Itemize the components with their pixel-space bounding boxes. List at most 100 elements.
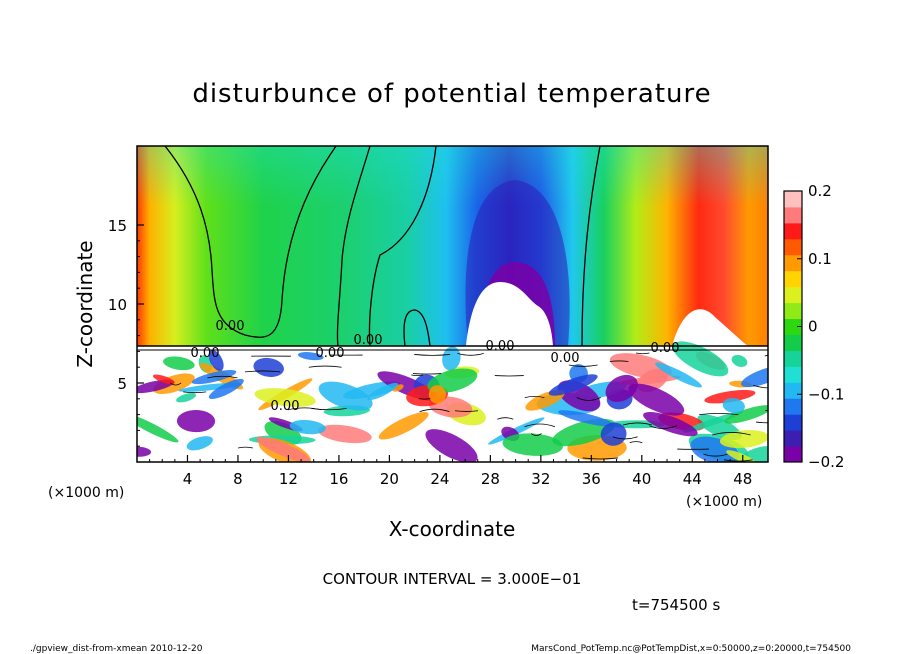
- lower-contour-21: [755, 421, 768, 424]
- zero-contour-5: [581, 146, 601, 347]
- lower-contour-34: [576, 397, 601, 401]
- x-tick-label-20: 20: [380, 470, 399, 488]
- lower-blob-78: [548, 374, 598, 396]
- lower-contour-18: [183, 391, 207, 394]
- lower-blob-66: [208, 378, 244, 400]
- lower-blob-32: [137, 379, 175, 394]
- lower-layer: [137, 341, 768, 462]
- lower-blob-26: [254, 388, 316, 407]
- contour-label-2: 0.00: [354, 333, 383, 348]
- lower-blob-1: [317, 424, 372, 444]
- colorbar-swatch-7: [784, 334, 802, 351]
- lower-blob-47: [726, 450, 756, 462]
- contour-label-1: 0.00: [271, 399, 300, 414]
- lower-contour-38: [457, 353, 484, 356]
- colorbar-swatch-8: [784, 318, 802, 335]
- colorbar-swatch-11: [784, 270, 802, 288]
- lower-contour-30: [609, 360, 629, 362]
- lower-contour-29: [635, 352, 650, 355]
- colorbar-tick-label-3: −0.1: [808, 385, 844, 403]
- lower-contour-26: [711, 432, 751, 436]
- lower-contour-1: [612, 436, 638, 440]
- colorbar-swatch-13: [784, 238, 802, 256]
- lower-blob-44: [719, 430, 768, 449]
- lower-blob-67: [176, 409, 216, 433]
- lower-contour-12: [414, 354, 451, 356]
- lower-contour-22: [169, 382, 182, 386]
- lower-blob-77: [425, 429, 478, 462]
- upper-field-top-tint: [137, 146, 768, 206]
- white-region-right: [672, 309, 748, 346]
- colorbar-swatch-3: [784, 398, 802, 415]
- lower-blob-51: [289, 419, 326, 435]
- x-tick-label-32: 32: [531, 470, 550, 488]
- lower-blob-12: [704, 389, 756, 404]
- lower-blob-14: [176, 393, 196, 403]
- lower-blob-21: [724, 405, 768, 424]
- colorbar-swatch-4: [784, 382, 802, 399]
- x-tick-label-24: 24: [430, 470, 449, 488]
- lower-blob-72: [208, 350, 224, 371]
- x-tick-label-16: 16: [329, 470, 348, 488]
- x-tick-label-48: 48: [733, 470, 752, 488]
- lower-contour-10: [582, 457, 619, 460]
- time-label: t=754500 s: [632, 596, 720, 614]
- lower-blob-69: [558, 410, 614, 427]
- lower-blob-30: [722, 398, 745, 414]
- contour-label-6: 0.00: [191, 346, 220, 361]
- chart-title: disturbunce of potential temperature: [192, 79, 711, 109]
- lower-contour-23: [207, 375, 238, 379]
- y-tick-label-5: 5: [117, 375, 127, 393]
- x-axis-label: X-coordinate: [389, 517, 516, 541]
- lower-blob-38: [378, 411, 429, 440]
- contour-interval: CONTOUR INTERVAL = 3.000E−01: [323, 570, 582, 588]
- x-tick-label-44: 44: [683, 470, 702, 488]
- x-tick-label-12: 12: [279, 470, 298, 488]
- x-tick-label-4: 4: [183, 470, 193, 488]
- lower-blob-73: [605, 374, 638, 402]
- lower-blob-80: [152, 374, 175, 385]
- colorbar: 0.2 0.1 0 −0.1 −0.2: [783, 182, 844, 471]
- lower-contour-7: [649, 425, 677, 429]
- colorbar-tick-label-1: 0.1: [808, 250, 832, 268]
- x-tick-label-40: 40: [632, 470, 651, 488]
- lower-blob-79: [643, 412, 698, 437]
- lower-contour-19: [455, 410, 479, 412]
- colorbar-swatch-0: [784, 446, 802, 463]
- lower-blob-63: [655, 362, 702, 388]
- lower-blob-74: [741, 365, 768, 388]
- lower-blob-54: [137, 413, 179, 443]
- x-unit-left: (×1000 m): [48, 485, 124, 501]
- contour-label-3: 0.00: [486, 339, 515, 354]
- x-tick-label-36: 36: [582, 470, 601, 488]
- lower-contour-33: [238, 446, 253, 449]
- lower-contour-17: [524, 395, 545, 399]
- lower-contour-4: [764, 354, 768, 357]
- y-axis: 5 10 15: [108, 217, 144, 447]
- contour-label-0: 0.00: [216, 319, 245, 334]
- contour-labels: 0.00 0.00 0.00 0.00 0.00 0.00 0.00 0.00: [191, 319, 680, 414]
- lower-blob-71: [163, 356, 195, 371]
- lower-contour-31: [622, 422, 653, 426]
- lower-blob-17: [297, 352, 324, 361]
- lower-contour-16: [629, 441, 643, 444]
- lower-contour-35: [419, 408, 450, 412]
- lower-blob-64: [731, 354, 748, 367]
- colorbar-swatch-2: [784, 414, 802, 431]
- colorbar-swatch-12: [784, 254, 802, 272]
- zero-contour-3: [368, 146, 437, 347]
- lower-blob-62: [628, 383, 685, 416]
- lower-contour-14: [497, 417, 514, 420]
- lower-blob-81: [502, 433, 563, 456]
- colorbar-tick-label-0: 0.2: [808, 182, 832, 200]
- zero-contour-2: [336, 146, 371, 347]
- lower-contour-13: [752, 384, 768, 389]
- contour-label-7: 0.00: [316, 346, 345, 361]
- colorbar-swatch-9: [784, 302, 802, 320]
- contour-label-5: 0.00: [651, 341, 680, 356]
- colorbar-swatch-1: [784, 430, 802, 447]
- lower-contour-28: [311, 408, 347, 411]
- x-tick-label-8: 8: [233, 470, 243, 488]
- contour-label-4: 0.00: [551, 351, 580, 366]
